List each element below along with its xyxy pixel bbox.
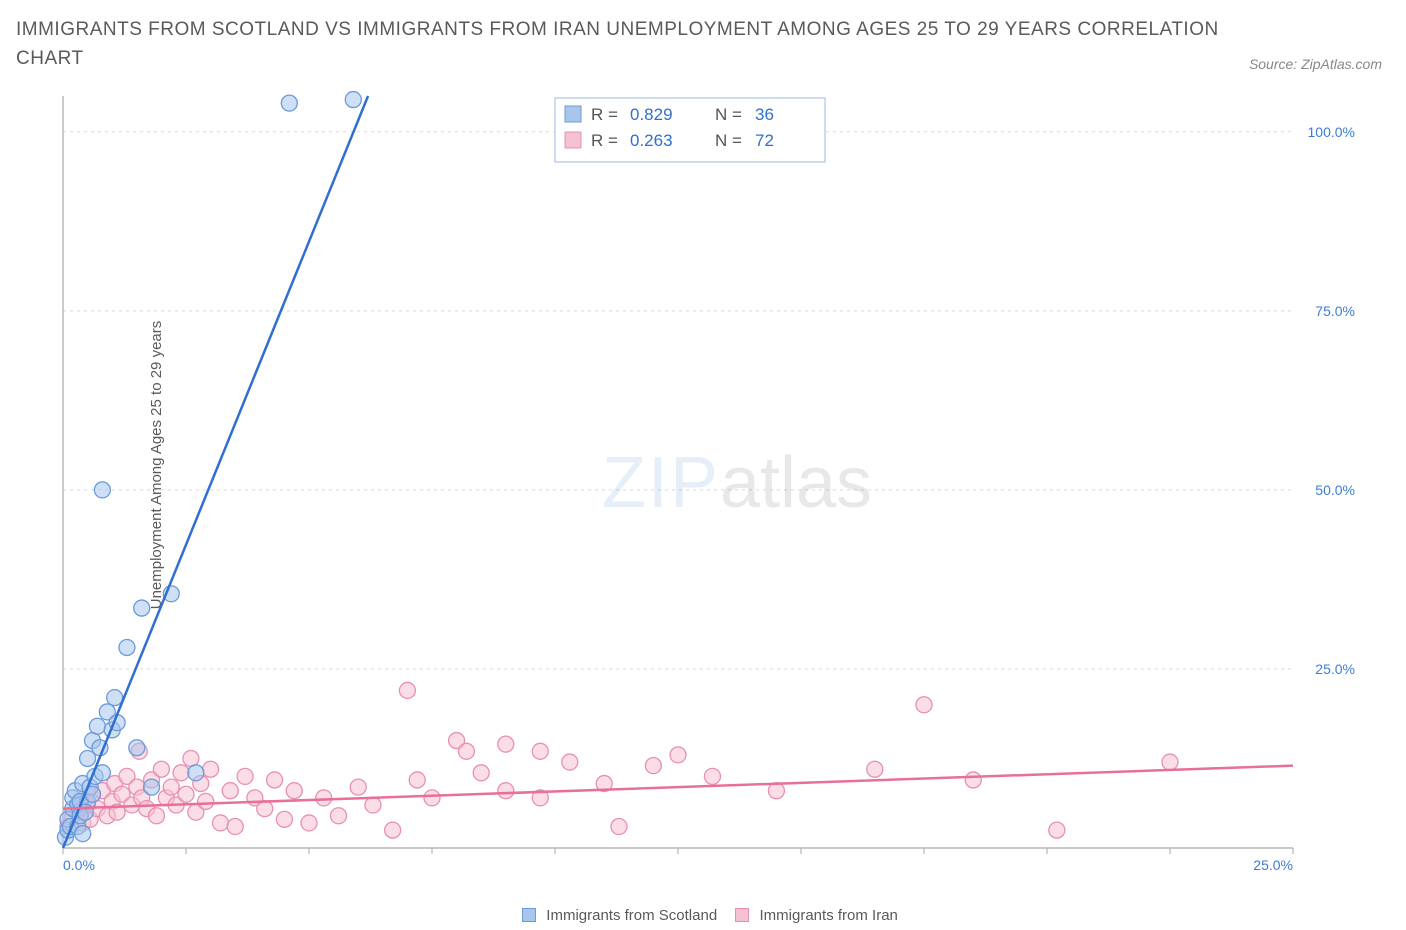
svg-text:N =: N = bbox=[715, 131, 742, 150]
svg-text:25.0%: 25.0% bbox=[1315, 661, 1355, 677]
scatter-chart: 0.0% 25.0% 25.0% 50.0% 75.0% 100.0% R = 0.829 N … bbox=[55, 88, 1365, 878]
legend-swatch-scotland bbox=[522, 908, 536, 922]
svg-text:75.0%: 75.0% bbox=[1315, 303, 1355, 319]
svg-text:R =: R = bbox=[591, 131, 618, 150]
bottom-legend: Immigrants from Scotland Immigrants from… bbox=[0, 907, 1406, 924]
legend-swatch-iran bbox=[735, 908, 749, 922]
svg-text:36: 36 bbox=[755, 105, 774, 124]
legend-label-scotland: Immigrants from Scotland bbox=[546, 907, 717, 924]
chart-title: IMMIGRANTS FROM SCOTLAND VS IMMIGRANTS F… bbox=[16, 16, 1266, 73]
plot-area: 0.0% 25.0% 25.0% 50.0% 75.0% 100.0% R = 0.829 N … bbox=[55, 88, 1365, 878]
svg-text:0.829: 0.829 bbox=[630, 105, 673, 124]
svg-text:25.0%: 25.0% bbox=[1253, 857, 1293, 873]
svg-text:0.263: 0.263 bbox=[630, 131, 673, 150]
svg-text:R =: R = bbox=[591, 105, 618, 124]
svg-text:0.0%: 0.0% bbox=[63, 857, 95, 873]
svg-text:N =: N = bbox=[715, 105, 742, 124]
legend-label-iran: Immigrants from Iran bbox=[760, 907, 898, 924]
svg-text:72: 72 bbox=[755, 131, 774, 150]
svg-text:100.0%: 100.0% bbox=[1308, 124, 1355, 140]
source-attribution: Source: ZipAtlas.com bbox=[1249, 56, 1382, 72]
svg-text:50.0%: 50.0% bbox=[1315, 482, 1355, 498]
